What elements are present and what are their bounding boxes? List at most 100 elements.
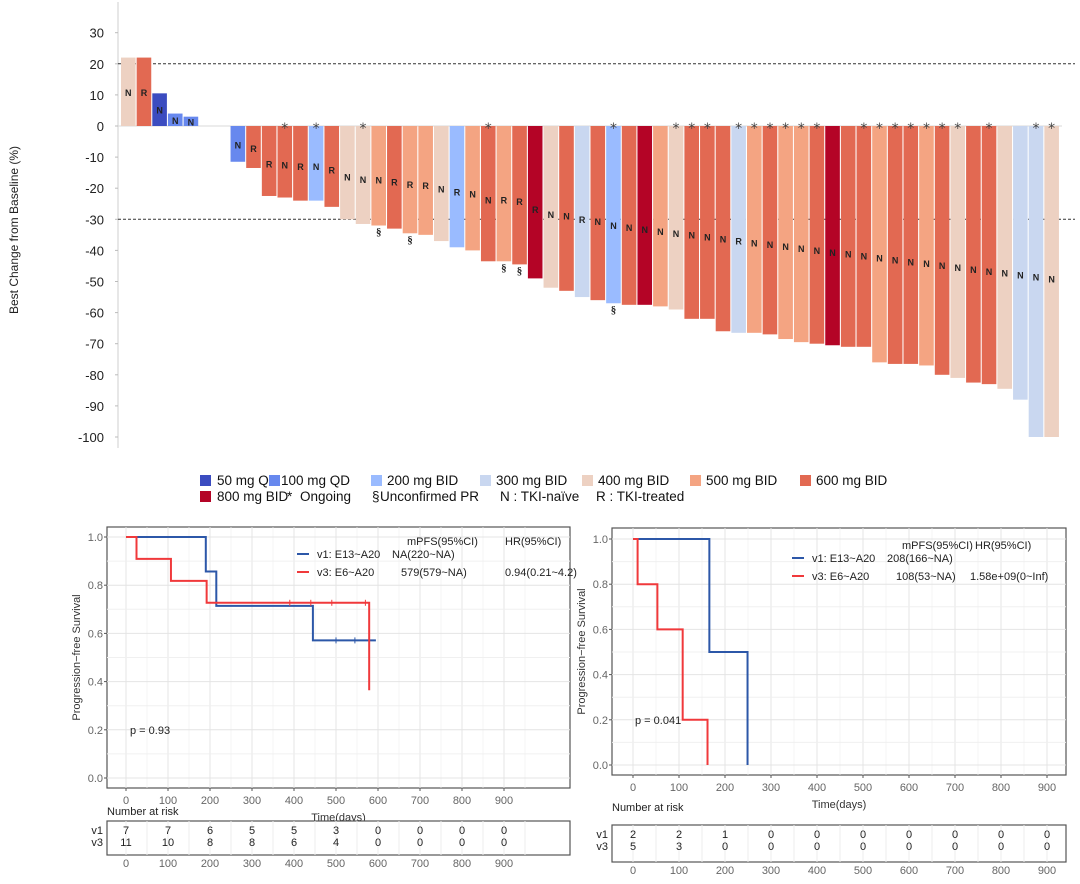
bar-label: R — [501, 195, 508, 205]
risk-table-title: Number at risk — [107, 806, 179, 818]
waterfall-bar — [121, 57, 136, 126]
km-y-tick-label: 0.6 — [593, 624, 608, 636]
ongoing-marker: * — [1033, 121, 1040, 137]
bar-label: N — [188, 117, 195, 127]
waterfall-bar — [872, 126, 887, 363]
risk-x-tick-label: 800 — [992, 865, 1010, 877]
waterfall-bar — [418, 126, 433, 235]
km-legend-header-hr: HR(95%CI) — [505, 536, 561, 548]
km-survival-curve — [126, 536, 376, 642]
km-y-tick-label: 0.4 — [593, 670, 608, 682]
risk-count: 0 — [1044, 829, 1050, 841]
bar-label: N — [156, 106, 163, 116]
waterfall-bar — [496, 126, 512, 262]
km-y-tick-label: 0.8 — [593, 579, 608, 591]
waterfall-bar — [167, 113, 183, 126]
bar-label: N — [235, 141, 242, 151]
y-tick-label: -70 — [85, 337, 104, 352]
risk-count: 0 — [501, 825, 507, 837]
ongoing-marker: * — [892, 121, 899, 137]
legend-swatch — [582, 475, 593, 486]
waterfall-bar — [527, 126, 543, 279]
waterfall-bar — [1013, 126, 1028, 400]
bar-label: N — [626, 223, 633, 233]
risk-count: 0 — [998, 829, 1004, 841]
waterfall-bar — [966, 126, 981, 383]
risk-count: 0 — [906, 841, 912, 853]
ongoing-marker: * — [782, 121, 789, 137]
y-tick-label: -20 — [85, 181, 104, 196]
bar-label: R — [532, 205, 539, 215]
waterfall-legend: 50 mg QD 100 mg QD 200 mg BID 300 mg BID 400… — [200, 473, 888, 504]
km-legend-mpfs: 108(53~NA) — [896, 571, 956, 583]
risk-table-title: Number at risk — [612, 802, 684, 814]
ongoing-marker: * — [751, 121, 758, 137]
km-p-value: p = 0.041 — [635, 715, 681, 727]
waterfall-bar — [308, 126, 324, 201]
ongoing-marker: * — [610, 121, 617, 137]
km-legend-series-name: v1: E13~A20 — [812, 553, 875, 565]
legend-swatch — [480, 475, 491, 486]
risk-count: 1 — [722, 829, 728, 841]
unconfirmed-pr-marker: § — [407, 234, 413, 246]
legend-swatch — [269, 475, 280, 486]
waterfall-bar — [261, 126, 277, 196]
waterfall-bar — [434, 126, 449, 242]
waterfall-bar — [684, 126, 699, 319]
risk-count: 0 — [1044, 841, 1050, 853]
km-legend-series-name: v3: E6~A20 — [317, 567, 374, 579]
km-y-tick-label: 0.2 — [593, 715, 608, 727]
bar-label: N — [485, 195, 492, 205]
ongoing-marker: * — [735, 121, 742, 137]
km-legend-hr: 1.58e+09(0~Inf) — [970, 571, 1048, 583]
y-tick-label: -100 — [78, 430, 104, 445]
waterfall-bar — [778, 126, 793, 340]
km-y-tick-label: 0.6 — [88, 628, 103, 640]
waterfall-bar — [293, 126, 308, 201]
waterfall-bar — [136, 57, 152, 126]
risk-count: 3 — [333, 825, 339, 837]
legend-symbol: § — [372, 489, 380, 504]
ongoing-marker: * — [986, 121, 993, 137]
y-tick-label: -90 — [85, 399, 104, 414]
km-y-tick-label: 1.0 — [593, 534, 608, 546]
bar-label: N — [986, 267, 993, 277]
risk-count: 3 — [676, 841, 682, 853]
ongoing-marker: * — [1048, 121, 1055, 137]
waterfall-y-axis-label: Best Change from Baseline (%) — [7, 146, 21, 314]
y-tick-label: -10 — [85, 150, 104, 165]
ongoing-marker: * — [876, 121, 883, 137]
waterfall-bar — [465, 126, 480, 251]
km-x-tick-label: 0 — [123, 795, 129, 807]
legend-label: Unconfirmed PR — [380, 489, 479, 504]
risk-count: 0 — [814, 829, 820, 841]
waterfall-bar — [653, 126, 668, 307]
waterfall-bar — [590, 126, 606, 301]
km-legend-header-mpfs: mPFS(95%CI) — [902, 540, 973, 552]
km-x-tick-label: 800 — [992, 782, 1010, 794]
risk-x-tick-label: 700 — [946, 865, 964, 877]
ongoing-marker: * — [939, 121, 946, 137]
risk-count: 11 — [120, 837, 131, 849]
risk-x-tick-label: 600 — [900, 865, 918, 877]
risk-count: 0 — [501, 837, 507, 849]
bar-label: N — [1001, 269, 1008, 279]
waterfall-bar — [230, 126, 246, 162]
waterfall-bar — [152, 93, 167, 126]
ongoing-marker: * — [688, 121, 695, 137]
bar-label: N — [955, 263, 962, 273]
bar-label: N — [438, 184, 445, 194]
bar-label: N — [563, 212, 570, 222]
km-y-axis-label: Progression−free Survival — [71, 594, 83, 720]
risk-count: 0 — [998, 841, 1004, 853]
y-tick-label: 30 — [90, 26, 104, 41]
bar-label: N — [125, 88, 132, 98]
km-survival-curve — [126, 536, 371, 691]
bar-label: R — [141, 88, 148, 98]
km-x-tick-label: 800 — [453, 795, 471, 807]
risk-count: 0 — [952, 829, 958, 841]
risk-count: 5 — [291, 825, 297, 837]
waterfall-bar — [731, 126, 746, 333]
bar-label: N — [845, 250, 852, 260]
bar-label: N — [1033, 273, 1040, 283]
